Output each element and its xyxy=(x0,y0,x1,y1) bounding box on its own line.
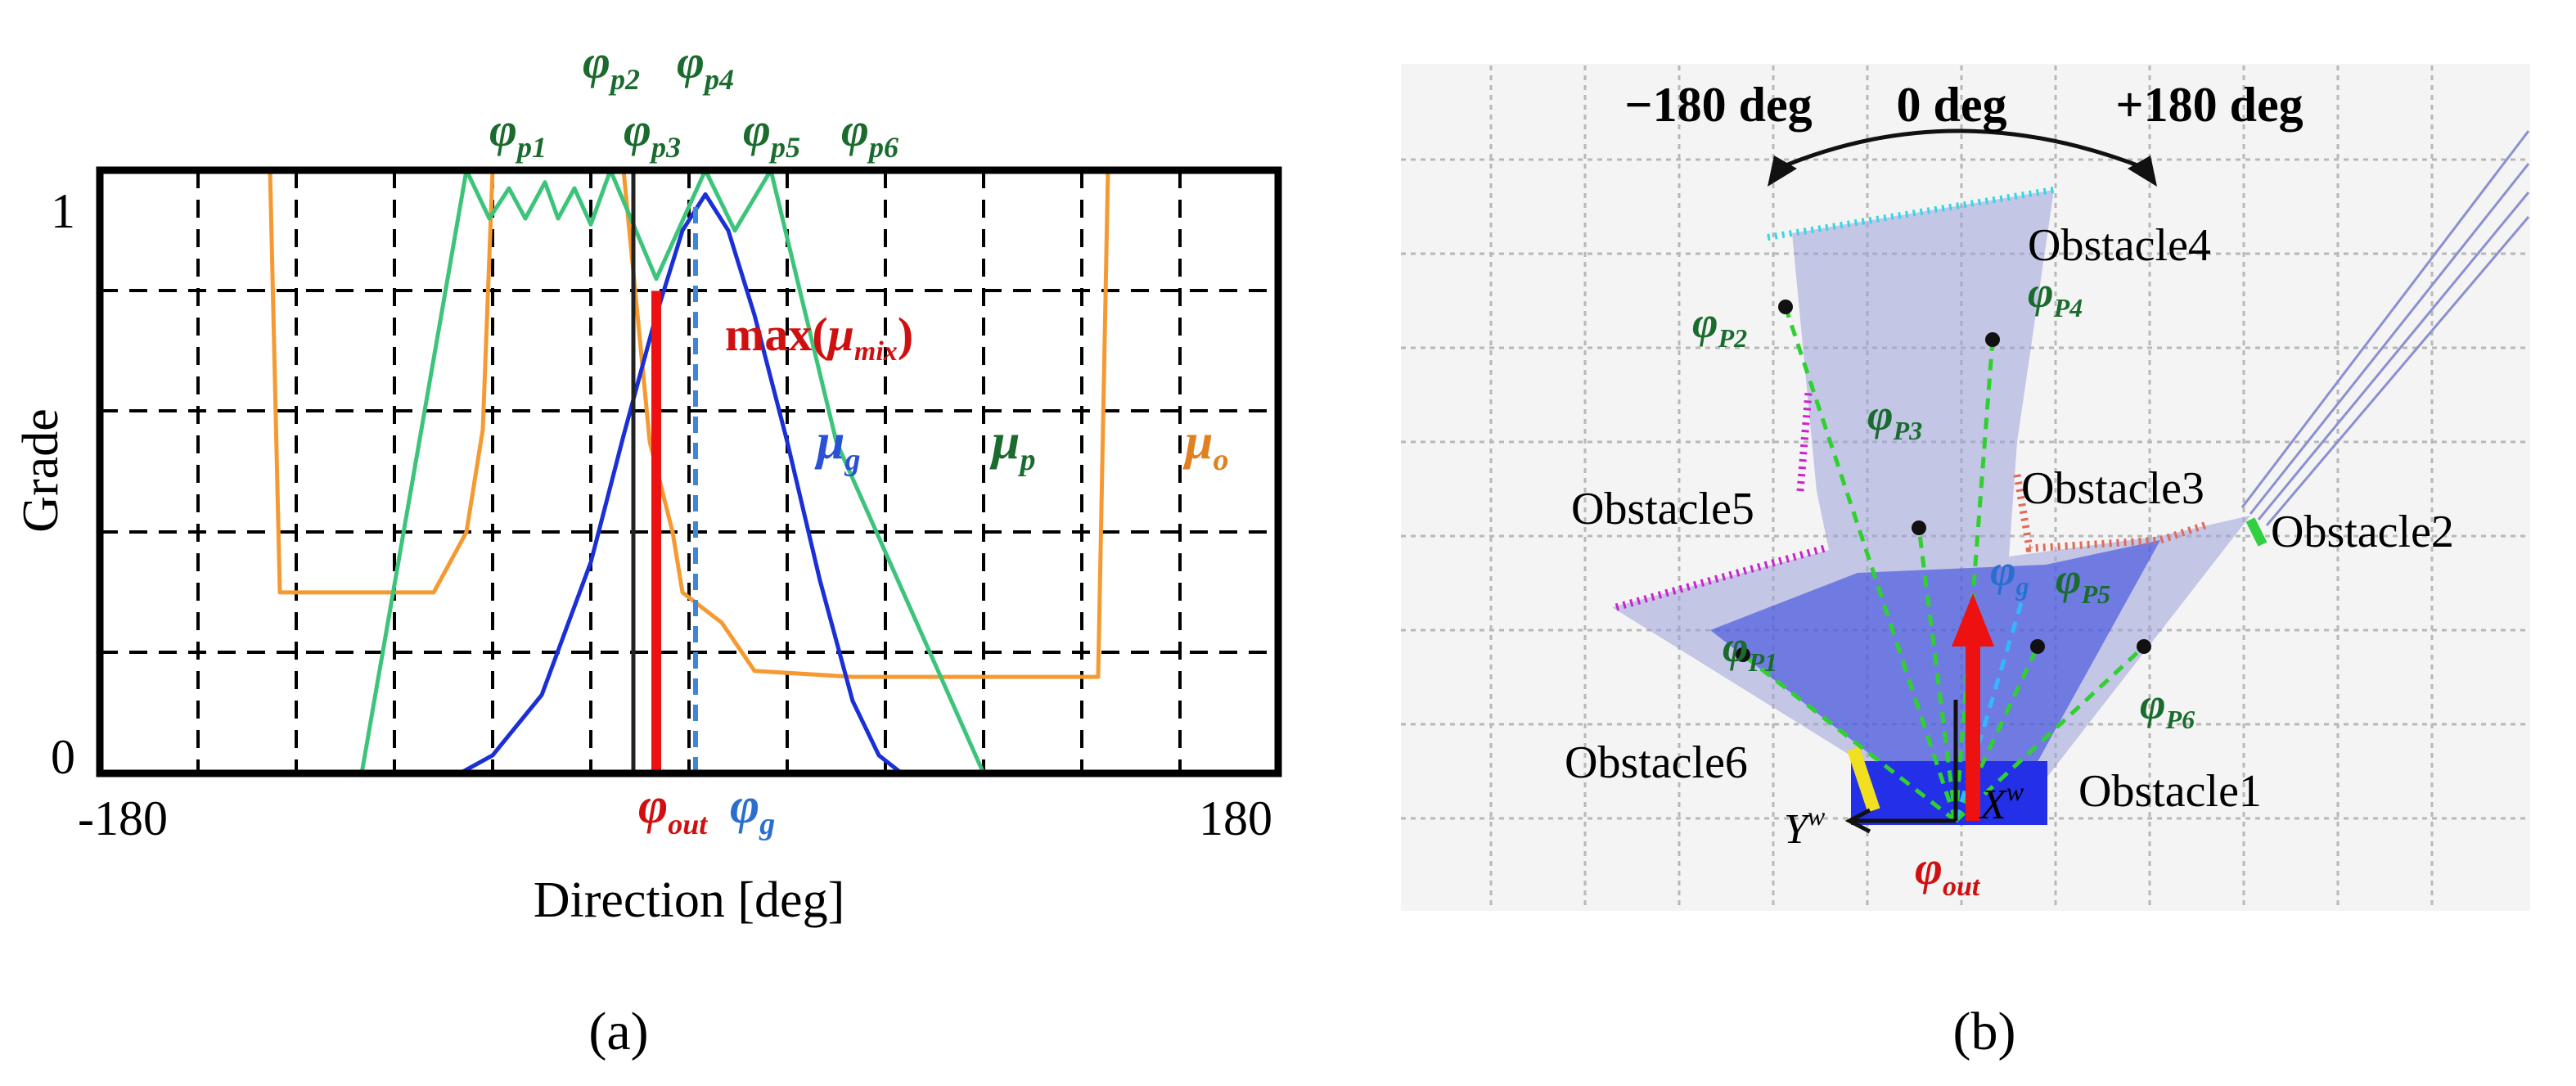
point-p6 xyxy=(2137,639,2151,654)
phi-labels-b: φP1 φP2 φP3 φP4 φP5 φP6 xyxy=(1692,268,2195,734)
label-phi-p1: φp1 xyxy=(489,103,547,164)
label-max-mu-mix: max(μmix) xyxy=(725,308,913,367)
plot-frame-a xyxy=(96,166,1282,777)
point-p3 xyxy=(1912,520,1926,535)
label-mu-g: μg xyxy=(814,414,860,477)
axis-y-label: Yw xyxy=(1784,801,1826,853)
y-tick-0: 0 xyxy=(51,730,75,784)
candidate-rays xyxy=(1741,306,2146,822)
ray-phi-p3 xyxy=(1916,527,1958,822)
obstacle5-label: Obstacle5 xyxy=(1571,484,1754,534)
robot-axes xyxy=(1844,700,1958,834)
label-phi-g-a: φg xyxy=(730,778,775,841)
top-phi-labels: φp1 φp2 φp4 φp3 φp5 φp6 xyxy=(489,35,898,164)
obstacle4-label: Obstacle4 xyxy=(2028,220,2211,271)
series-line-mu-p xyxy=(100,168,1278,776)
obstacle5-points xyxy=(1615,392,1826,611)
panel-a: 1 0 -180 180 Direction [deg] Grade φp1 φ… xyxy=(13,35,1282,1061)
label-phi-p3: φp3 xyxy=(624,103,681,164)
obstacle1-label: Obstacle1 xyxy=(2078,766,2262,817)
ray-2 xyxy=(2249,163,2530,515)
panel-label-a: (a) xyxy=(588,1002,648,1061)
x-axis-label: Direction [deg] xyxy=(534,872,844,928)
obstacle2-label: Obstacle2 xyxy=(2271,507,2454,557)
panel-b: −180 deg 0 deg +180 deg Obstacle1 Obstac… xyxy=(1401,64,2530,1061)
label-phi-p4: φp4 xyxy=(677,35,734,96)
dir-label-center: 0 deg xyxy=(1897,78,2007,132)
long-rays xyxy=(2240,130,2530,526)
dir-label-right: +180 deg xyxy=(2115,78,2303,132)
candidate-points xyxy=(1736,300,2151,662)
label-phi-out-b: φout xyxy=(1915,841,1981,902)
obstacle2-points xyxy=(2245,517,2268,547)
y-tick-1: 1 xyxy=(51,184,75,238)
label-mu-p: μp xyxy=(989,414,1035,477)
label-phi-P2: φP2 xyxy=(1692,298,1747,353)
panel-label-b: (b) xyxy=(1953,1002,2016,1061)
series-line-mu-g xyxy=(100,192,1278,776)
y-axis-label: Grade xyxy=(13,408,69,532)
axis-y-arrowhead xyxy=(1844,808,1871,834)
arc-arrow-left xyxy=(1768,155,1797,187)
ray-4 xyxy=(2265,216,2530,526)
obstacle3-label: Obstacle3 xyxy=(2021,463,2204,514)
point-p2 xyxy=(1778,300,1793,314)
label-phi-g-b: φg xyxy=(1990,546,2029,601)
label-phi-p2: φp2 xyxy=(583,35,640,96)
label-phi-P5: φP5 xyxy=(2056,554,2110,609)
dir-label-left: −180 deg xyxy=(1624,78,1812,132)
point-p1 xyxy=(1736,647,1750,662)
ray-phi-p1 xyxy=(1741,653,1957,822)
grid-a xyxy=(100,170,1278,773)
phi-out-arrow xyxy=(1952,593,1994,821)
ray-phi-p5 xyxy=(1953,645,2040,822)
ray-1 xyxy=(2240,130,2530,508)
ray-phi-p4 xyxy=(1953,339,1995,822)
label-phi-P6: φP6 xyxy=(2140,679,2195,734)
ray-3 xyxy=(2257,192,2530,520)
arrow-head xyxy=(1952,593,1994,647)
laser-fan-inner xyxy=(1710,540,2160,821)
point-p5 xyxy=(2030,639,2045,654)
direction-arc xyxy=(1779,128,2145,170)
obstacle6-points xyxy=(1847,746,1880,813)
label-phi-out-a: φout xyxy=(638,778,708,840)
label-phi-P1: φP1 xyxy=(1723,622,1777,677)
obstacle6-label: Obstacle6 xyxy=(1565,737,1748,788)
arc-arrow-right xyxy=(2128,155,2157,187)
label-mu-o: μo xyxy=(1182,414,1228,477)
arrow-shaft xyxy=(1966,634,1980,821)
axis-x-label: Xw xyxy=(1979,777,2024,828)
x-tick-min: -180 xyxy=(78,791,168,845)
obstacle3-points xyxy=(2013,474,2211,552)
x-tick-max: 180 xyxy=(1199,791,1272,845)
label-phi-p5: φp5 xyxy=(743,103,800,164)
label-phi-p6: φp6 xyxy=(841,103,898,164)
ray-phi-p6 xyxy=(1954,645,2146,822)
label-phi-P3: φP3 xyxy=(1867,390,1922,445)
label-phi-P4: φP4 xyxy=(2028,268,2083,322)
point-p4 xyxy=(1985,332,2000,347)
